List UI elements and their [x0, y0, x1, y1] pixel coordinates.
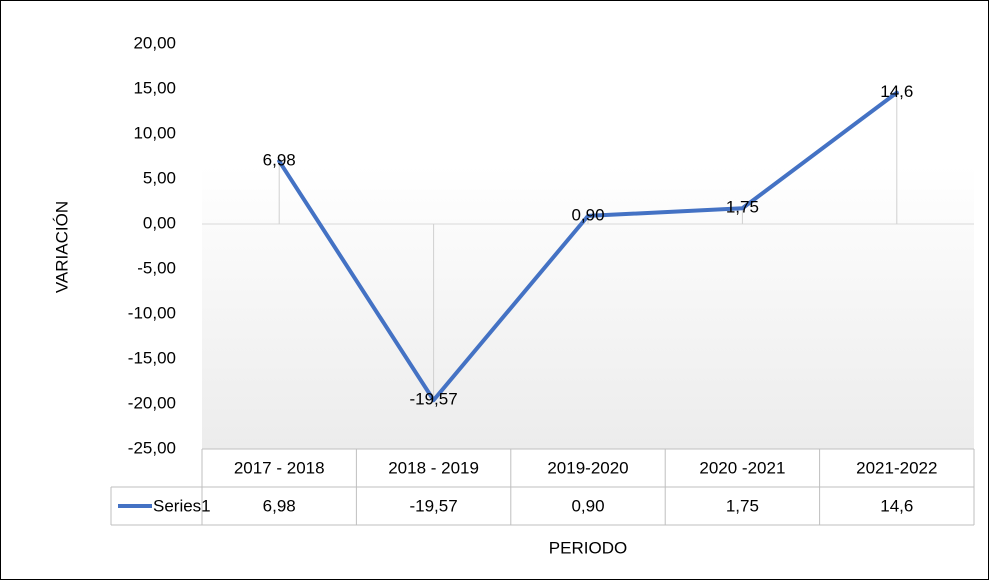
data-label: -19,57	[409, 390, 457, 409]
x-tick-label: 2020 -2021	[699, 458, 785, 477]
y-tick-label: -15,00	[128, 348, 176, 367]
table-value: 6,98	[263, 496, 296, 515]
y-tick-label: -25,00	[128, 438, 176, 457]
table-value: -19,57	[409, 496, 457, 515]
y-tick-label: -20,00	[128, 393, 176, 412]
x-tick-label: 2017 - 2018	[234, 458, 325, 477]
y-tick-label: 15,00	[133, 78, 176, 97]
x-tick-label: 2018 - 2019	[388, 458, 479, 477]
series-line	[277, 90, 899, 403]
y-tick-label: 10,00	[133, 123, 176, 142]
x-tick-label: 2019-2020	[547, 458, 628, 477]
x-tick-label: 2021-2022	[856, 458, 937, 477]
y-tick-label: -10,00	[128, 303, 176, 322]
y-axis-title: VARIACIÓN	[52, 201, 71, 293]
legend-label: Series1	[153, 496, 211, 515]
table-value: 0,90	[571, 496, 604, 515]
table-value: 14,6	[880, 496, 913, 515]
data-label: 0,90	[571, 205, 604, 224]
data-label: 1,75	[726, 198, 759, 217]
y-tick-label: -5,00	[137, 258, 176, 277]
y-tick-label: 20,00	[133, 33, 176, 52]
table-value: 1,75	[726, 496, 759, 515]
y-tick-label: 0,00	[143, 213, 176, 232]
data-label: 14,6	[880, 82, 913, 101]
y-tick-label: 5,00	[143, 168, 176, 187]
plot-area	[202, 44, 974, 449]
data-label: 6,98	[263, 151, 296, 170]
x-axis-title: PERIODO	[549, 538, 627, 557]
